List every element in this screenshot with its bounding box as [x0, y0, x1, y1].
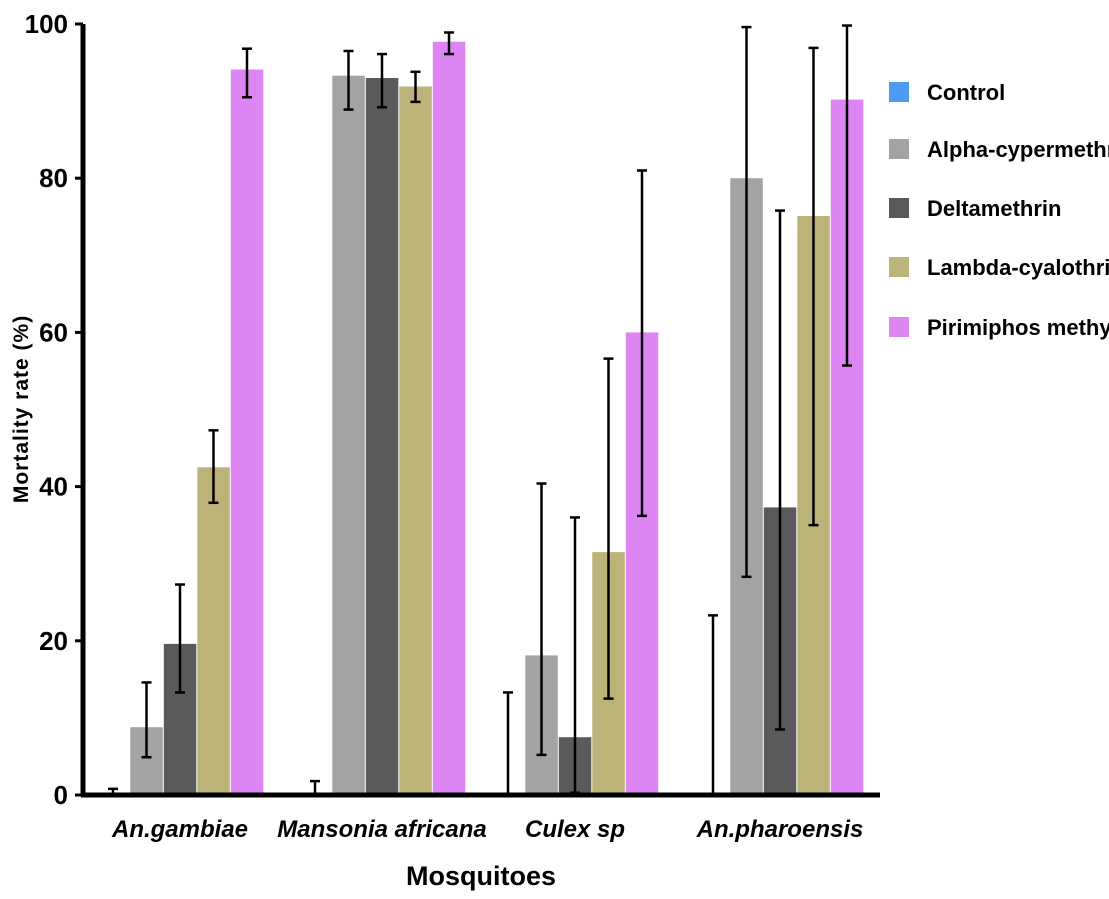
y-tick-label: 0	[54, 780, 68, 810]
y-ticks: 0 20 40 60 80 100	[25, 9, 83, 810]
legend: Control Alpha-cypermethrin Deltamethrin Lam…	[889, 80, 1109, 340]
error-bar-4-2	[637, 169, 647, 518]
x-category-label: Mansonia africana	[277, 816, 486, 843]
x-category-label: An.pharoensis	[696, 816, 864, 843]
error-bar-4-3	[842, 24, 852, 367]
bar-3-0	[197, 467, 230, 795]
error-bar-2-3	[775, 209, 785, 731]
y-tick-label: 40	[39, 472, 68, 502]
legend-swatch	[889, 317, 909, 337]
bar-4-0	[230, 69, 264, 795]
error-bar-2-1	[377, 52, 387, 109]
error-bar-3-0	[208, 429, 219, 505]
error-bar-1-3	[741, 25, 752, 579]
axes-layer	[80, 24, 880, 798]
bar-4-1	[432, 41, 466, 795]
error-bar-2-0	[175, 583, 185, 694]
error-bar-0-3	[708, 614, 718, 795]
y-tick-label: 20	[39, 626, 68, 656]
legend-swatch	[889, 257, 909, 277]
legend-label: Alpha-cypermethrin	[927, 137, 1109, 162]
x-category-labels: An.gambiae Mansonia africana Culex sp An.ph…	[111, 816, 863, 843]
error-bar-3-2	[603, 357, 614, 700]
legend-label: Lambda-cyalothrin	[927, 255, 1109, 280]
x-category-label: Culex sp	[525, 816, 625, 843]
legend-label: Control	[927, 80, 1005, 105]
error-bar-3-1	[410, 70, 421, 104]
legend-swatch	[889, 139, 909, 159]
legend-swatch	[889, 82, 909, 102]
errorbars-layer	[108, 24, 852, 795]
y-tick-label: 80	[39, 163, 68, 193]
error-bar-4-1	[444, 31, 454, 56]
y-tick-label: 60	[39, 317, 68, 347]
bars-layer	[130, 41, 864, 796]
error-bar-1-1	[343, 49, 354, 111]
y-tick-label: 100	[25, 9, 68, 39]
error-bar-0-2	[503, 691, 513, 795]
legend-label: Deltamethrin	[927, 196, 1061, 221]
bar-1-1	[332, 75, 365, 795]
x-axis-title: Mosquitoes	[406, 861, 556, 891]
y-axis-title: Mortality rate (%)	[10, 315, 33, 503]
bar-2-1	[365, 78, 399, 795]
error-bar-3-3	[808, 46, 819, 527]
legend-swatch	[889, 198, 909, 218]
error-bar-1-0	[141, 681, 152, 759]
error-bar-4-0	[242, 47, 252, 99]
bar-3-1	[399, 86, 432, 795]
x-category-label: An.gambiae	[111, 816, 248, 843]
error-bar-1-2	[536, 482, 547, 757]
legend-label: Pirimiphos methyl	[927, 315, 1109, 340]
